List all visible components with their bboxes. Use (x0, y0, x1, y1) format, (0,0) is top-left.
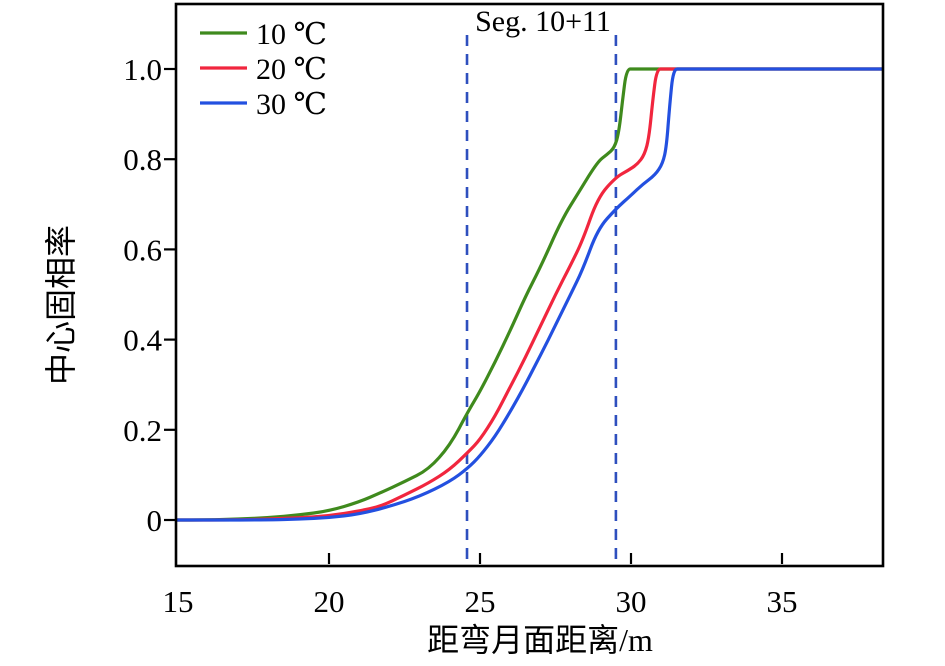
x-tick-label: 25 (465, 584, 496, 619)
y-tick-label: 0.4 (123, 323, 162, 358)
x-tick-label: 35 (767, 584, 798, 619)
x-tick-labels: 15 20 25 30 35 (163, 584, 798, 619)
legend: 10 ℃20 ℃30 ℃ (200, 18, 327, 121)
y-tick-label: 0 (147, 503, 163, 538)
x-tick-label: 30 (616, 584, 647, 619)
legend-label: 20 ℃ (256, 53, 327, 86)
plot-border (174, 2, 885, 568)
x-tick-label: 20 (314, 584, 345, 619)
axis-ticks (164, 67, 784, 564)
x-axis-title: 距弯月面距离/m (427, 622, 653, 658)
segment-guides (465, 35, 618, 565)
curve-30℃ (176, 67, 883, 522)
legend-label: 30 ℃ (256, 88, 327, 121)
y-tick-label: 0.6 (123, 232, 162, 267)
y-tick-label: 0.8 (123, 142, 162, 177)
segment-annotation: Seg. 10+11 (475, 5, 611, 38)
y-tick-label: 1.0 (123, 52, 162, 87)
y-axis-title: 中心固相率 (43, 225, 79, 385)
curve-20℃ (176, 67, 883, 522)
legend-label: 10 ℃ (256, 18, 327, 51)
data-curves (176, 67, 883, 522)
y-tick-labels: 0 0.2 0.4 0.6 0.8 1.0 (123, 52, 162, 538)
y-tick-label: 0.2 (123, 413, 162, 448)
x-tick-label: 15 (163, 584, 194, 619)
curve-10℃ (176, 67, 883, 522)
